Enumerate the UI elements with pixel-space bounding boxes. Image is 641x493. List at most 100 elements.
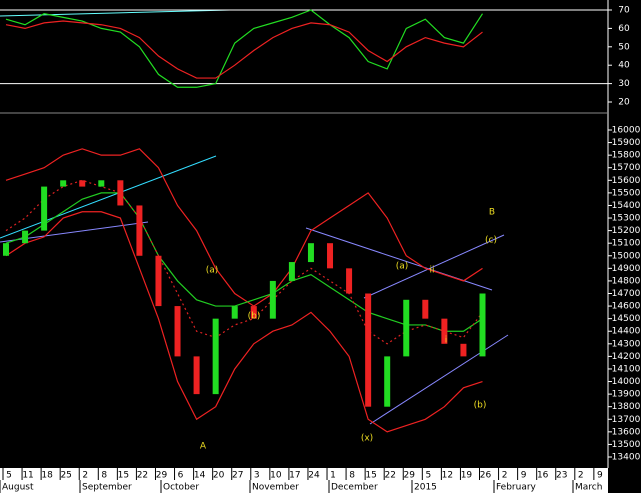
month-label: December [331,483,378,493]
series-line [5,211,483,433]
y-tick-label: 14800 [612,276,641,286]
candle [403,299,410,357]
x-tick-label: 9 [597,471,603,481]
month-label: November [252,483,299,493]
candle [155,255,162,307]
annotation: (x) [361,434,373,444]
series-line [5,148,483,307]
x-tick-label: 2 [82,471,88,481]
annotation: i [445,336,448,346]
x-tick-label: 5 [6,471,12,481]
x-tick-label: 17 [289,471,300,481]
candle [384,356,391,407]
annotation: B [489,208,495,218]
candle [193,356,200,395]
x-tick-label: 8 [349,471,355,481]
candle [460,343,467,357]
x-tick-label: 14 [194,471,206,481]
candle [136,205,143,256]
y-tick-label: 13800 [612,402,641,412]
x-tick-label: 1 [330,471,336,481]
candle [231,306,238,319]
month-label: March [575,483,602,493]
x-tick-label: 25 [60,471,71,481]
y-tick-label: 30 [618,79,630,89]
series-line [5,192,483,332]
trend-line [0,155,217,239]
y-tick-label: 14400 [612,327,641,337]
candle [41,186,48,231]
y-tick-label: 15000 [612,251,641,261]
y-tick-label: 14700 [612,289,641,299]
trend-line [0,9,231,17]
month-label: February [496,483,537,493]
x-tick-label: 16 [537,471,549,481]
month-label: 2015 [414,483,437,493]
y-tick-label: 13900 [612,390,641,400]
x-tick-label: 15 [118,471,129,481]
x-tick-label: 2 [578,471,584,481]
y-tick-label: 13400 [612,453,641,463]
x-axis-strip [0,468,608,493]
annotation: (b) [474,401,487,411]
series-line [5,9,484,88]
annotation: ii [429,266,434,276]
month-label: August [2,483,34,493]
candle [479,293,486,357]
series-line [5,20,483,79]
x-tick-label: 22 [137,471,148,481]
y-tick-label: 14600 [612,302,641,312]
x-tick-label: 26 [480,471,492,481]
x-tick-label: 20 [213,471,225,481]
candle [98,180,105,187]
x-tick-label: 6 [178,471,184,481]
candle [441,318,448,344]
annotation: (a) [206,266,219,276]
x-tick-label: 3 [254,471,260,481]
y-tick-label: 15500 [612,188,641,198]
y-tick-label: 14000 [612,377,641,387]
y-tick-label: 16000 [612,126,641,136]
x-tick-label: 24 [308,471,320,481]
x-tick-label: 12 [442,471,453,481]
y-tick-label: 15300 [612,214,641,224]
trend-line [363,234,505,299]
y-tick-label: 14500 [612,314,641,324]
candle [422,299,429,319]
y-tick-label: 15100 [612,239,641,249]
x-tick-label: 27 [232,471,243,481]
candle [174,306,181,357]
x-tick-label: 11 [22,471,33,481]
candle [3,243,9,256]
series-line [5,179,483,345]
x-tick-label: 23 [556,471,567,481]
candle [288,262,295,281]
y-tick-label: 15900 [612,138,641,148]
y-tick-label: 15600 [612,176,641,186]
x-tick-label: 18 [41,471,53,481]
annotation: (a) [396,262,409,272]
y-tick-label: 15800 [612,151,641,161]
candle [212,318,219,395]
candle [60,180,67,187]
annotation: A [200,442,207,452]
y-tick-label: 13500 [612,440,641,450]
x-tick-label: 5 [425,471,431,481]
y-tick-label: 60 [618,24,630,34]
annotation: (b) [248,312,261,322]
x-tick-label: 15 [365,471,376,481]
x-tick-label: 29 [404,471,416,481]
y-tick-label: 50 [618,42,630,52]
y-tick-label: 15200 [612,226,641,236]
x-tick-label: 19 [461,471,473,481]
candle [365,293,372,407]
x-tick-label: 22 [384,471,395,481]
candle [269,280,276,319]
y-tick-label: 20 [618,98,630,108]
candle [22,230,29,244]
x-tick-label: 2 [502,471,508,481]
y-tick-label: 14200 [612,352,641,362]
x-tick-label: 8 [101,471,107,481]
candle [117,180,124,206]
